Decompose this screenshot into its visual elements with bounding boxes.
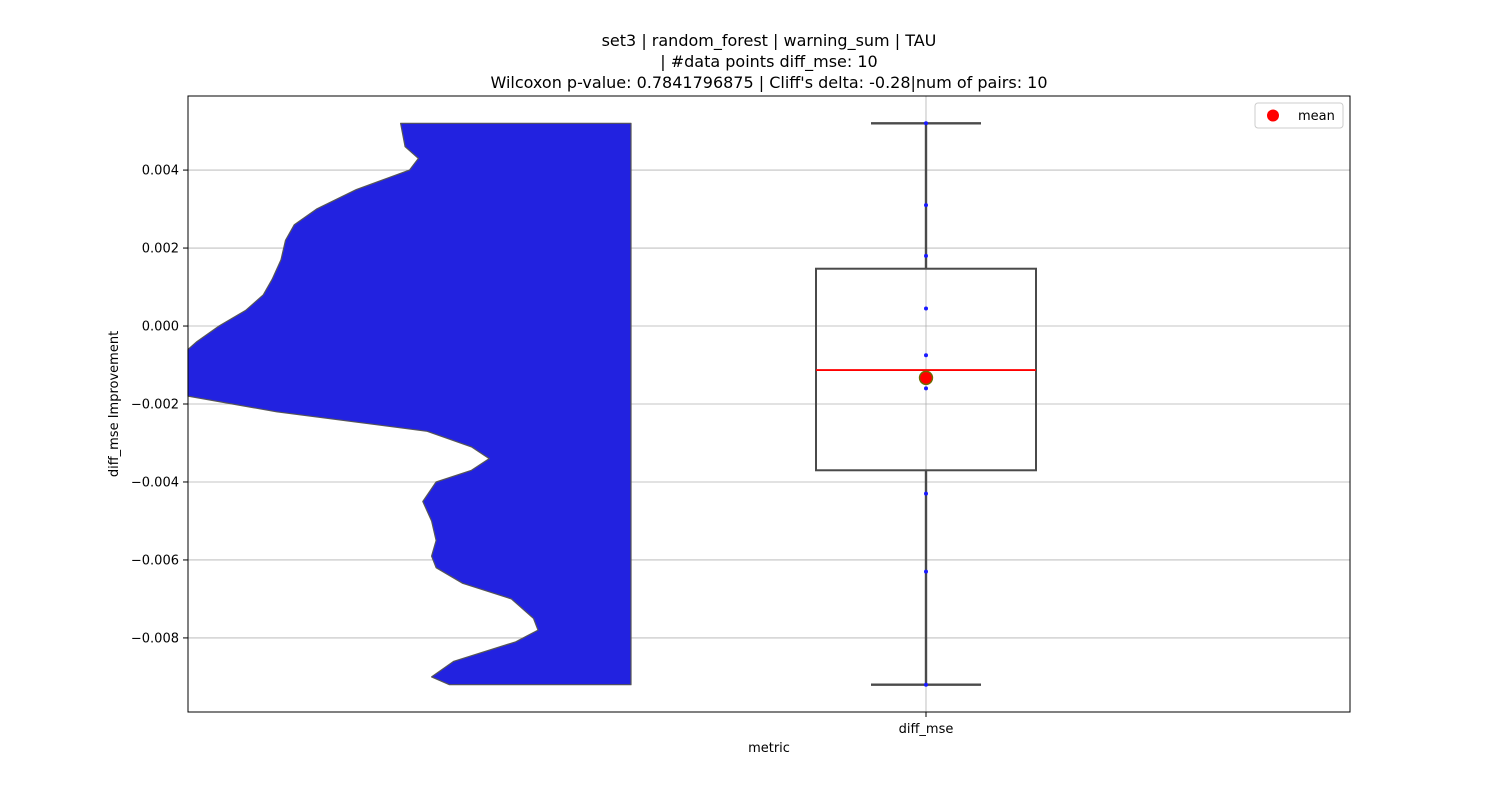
data-point-4: [924, 353, 928, 358]
data-point-5: [924, 386, 928, 391]
y-tick-label-4: 0.000: [142, 320, 179, 335]
data-points: [924, 121, 928, 687]
data-point-2: [924, 253, 928, 258]
legend-mean-marker: [1267, 109, 1279, 122]
data-point-3: [924, 306, 928, 311]
y-tick-label-3: −0.002: [131, 398, 179, 413]
title-line-2: | #data points diff_mse: 10: [660, 52, 877, 72]
y-tick-label-6: 0.004: [142, 164, 179, 179]
x-axis: diff_mse: [899, 712, 954, 737]
data-point-0: [924, 121, 928, 126]
data-point-6: [924, 491, 928, 496]
legend-box: [1254, 102, 1344, 129]
legend-mean-label: mean: [1298, 109, 1335, 124]
x-tick-label-0: diff_mse: [899, 722, 954, 737]
chart-title: set3 | random_forest | warning_sum | TAU…: [490, 31, 1047, 92]
legend: mean: [1254, 102, 1344, 129]
y-tick-label-1: −0.006: [131, 553, 179, 568]
data-point-7: [924, 569, 928, 574]
title-line-1: set3 | random_forest | warning_sum | TAU: [602, 31, 937, 51]
data-point-1: [924, 203, 928, 208]
y-tick-label-5: 0.002: [142, 242, 179, 257]
violin: [187, 122, 632, 686]
y-tick-label-2: −0.004: [131, 475, 179, 490]
violin-body: [187, 122, 632, 686]
mean-marker: [918, 370, 934, 386]
y-axis: −0.008 −0.006 −0.004 −0.002 0.000 0.002 0.004: [131, 164, 188, 646]
data-point-8: [924, 682, 928, 687]
box-plot: [815, 122, 1037, 686]
y-axis-label: diff_mse Improvement: [107, 331, 122, 477]
y-tick-label-0: −0.008: [131, 631, 179, 646]
x-axis-label: metric: [748, 741, 790, 756]
title-line-3: Wilcoxon p-value: 0.7841796875 | Cliff's…: [490, 73, 1047, 92]
